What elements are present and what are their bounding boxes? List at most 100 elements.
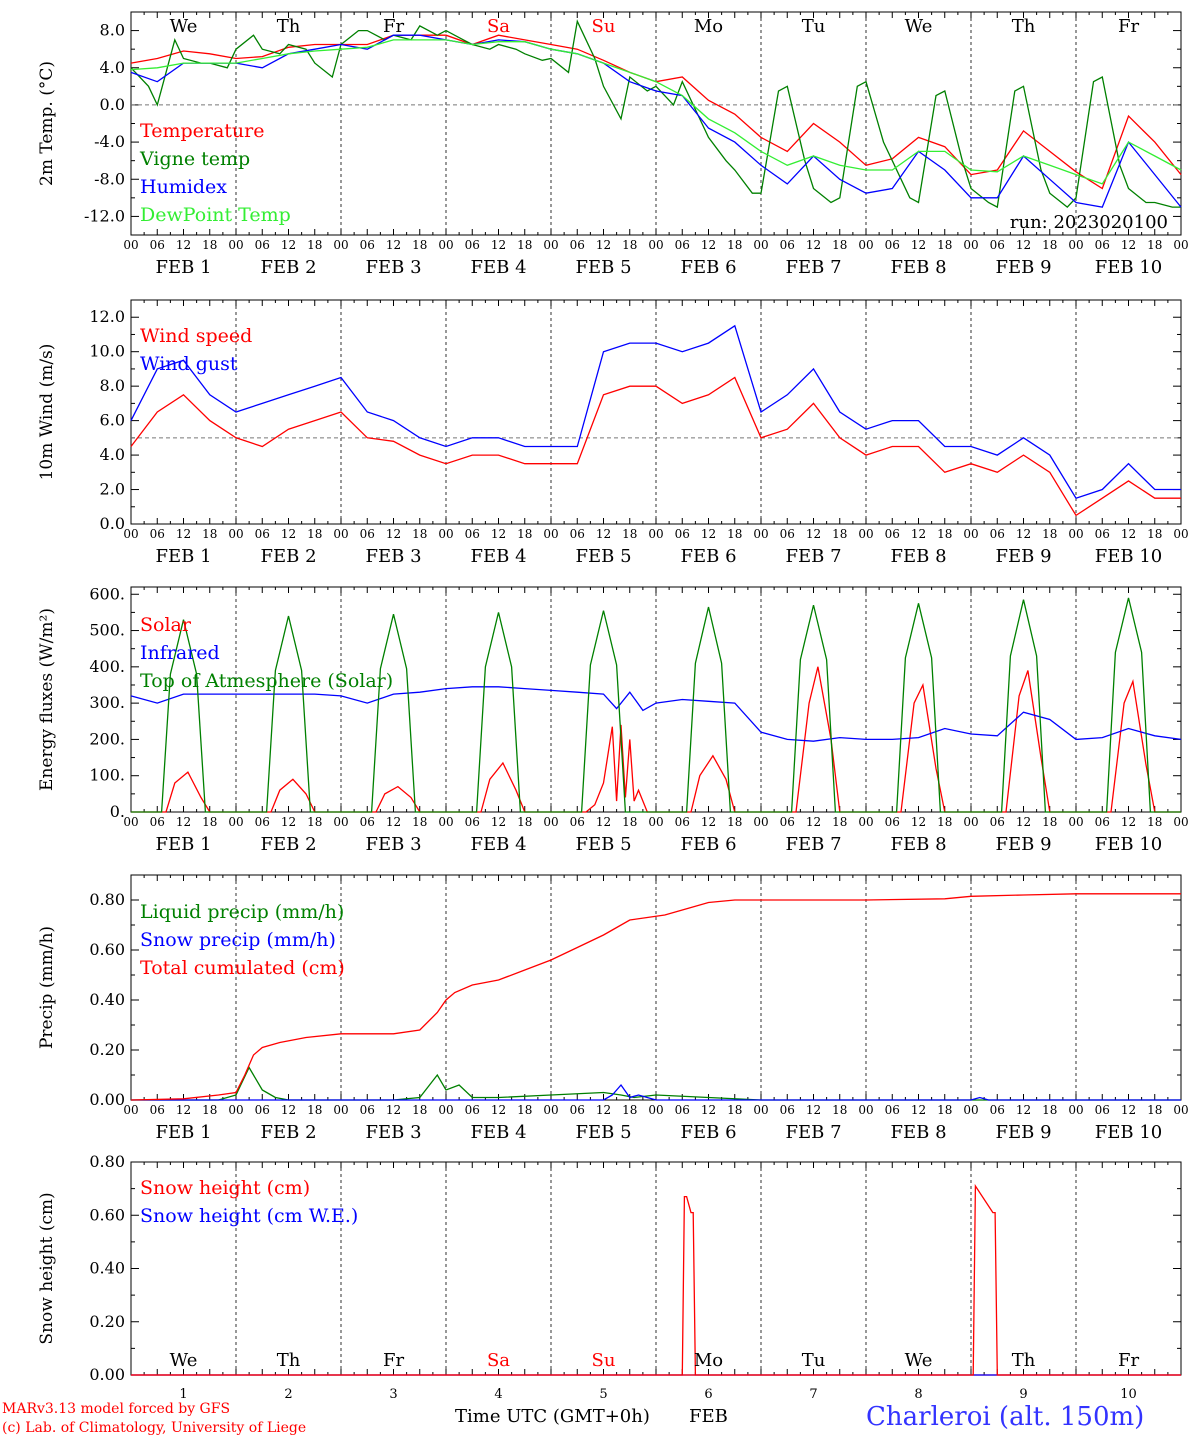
x-hour-label: 00 [543, 527, 558, 541]
y-tick-label: 12.0 [89, 307, 125, 326]
x-hour-label: 00 [333, 238, 348, 252]
day-number-label: 1 [179, 1387, 187, 1402]
x-hour-label: 06 [360, 238, 375, 252]
x-hour-label: 18 [202, 527, 217, 541]
x-hour-label: 06 [465, 1103, 480, 1117]
x-hour-label: 12 [806, 238, 821, 252]
x-hour-label: 06 [885, 815, 900, 829]
series-red [130, 34, 1182, 190]
x-hour-label: 00 [963, 815, 978, 829]
x-hour-label: 00 [753, 238, 768, 252]
weekday-label: Mo [694, 16, 723, 37]
x-hour-label: 00 [963, 238, 978, 252]
x-hour-label: 00 [1173, 238, 1188, 252]
x-hour-label: 12 [701, 815, 716, 829]
x-hour-label: 12 [281, 1103, 296, 1117]
x-hour-label: 00 [333, 527, 348, 541]
day-number-label: 9 [1019, 1387, 1027, 1402]
x-hour-label: 18 [307, 238, 322, 252]
series-red [130, 893, 1181, 1101]
x-hour-label: 06 [360, 527, 375, 541]
x-hour-label: 00 [333, 815, 348, 829]
weekday-label: Th [1012, 16, 1036, 37]
x-hour-label: 00 [753, 527, 768, 541]
x-hour-label: 12 [1121, 238, 1136, 252]
x-hour-label: 00 [858, 238, 873, 252]
weekday-label: Fr [1118, 1350, 1139, 1371]
x-hour-label: 00 [123, 1103, 138, 1117]
day-number-label: 7 [809, 1387, 817, 1402]
x-hour-label: 06 [465, 815, 480, 829]
x-hour-label: 18 [832, 1103, 847, 1117]
x-hour-label: 18 [307, 527, 322, 541]
x-date-label: FEB 10 [1095, 834, 1162, 855]
y-tick-label: 0.80 [89, 1152, 125, 1171]
series-lightgreen [130, 39, 1182, 185]
y-tick-label: 4.0 [100, 445, 125, 464]
x-hour-label: 00 [753, 815, 768, 829]
x-hour-label: 12 [491, 1103, 506, 1117]
x-hour-label: 12 [176, 238, 191, 252]
x-date-label: FEB 1 [155, 834, 211, 855]
y-tick-label: 4.0 [100, 58, 125, 77]
x-date-label: FEB 8 [890, 834, 946, 855]
panel-1 [130, 11, 1182, 236]
y-tick-label: 0.20 [89, 1040, 125, 1059]
x-hour-label: 06 [675, 815, 690, 829]
x-hour-label: 06 [570, 1103, 585, 1117]
x-hour-label: 00 [438, 815, 453, 829]
x-hour-label: 00 [543, 815, 558, 829]
y-tick-label: 0. [110, 802, 125, 821]
x-hour-label: 12 [491, 238, 506, 252]
day-number-label: 4 [494, 1387, 502, 1402]
x-hour-label: 00 [333, 1103, 348, 1117]
x-hour-label: 12 [281, 238, 296, 252]
x-date-label: FEB 4 [470, 546, 526, 567]
x-hour-label: 12 [701, 527, 716, 541]
weekday-label: Sa [487, 1350, 510, 1371]
y-tick-label: 300. [89, 693, 125, 712]
x-hour-label: 06 [1095, 527, 1110, 541]
x-hour-label: 12 [386, 815, 401, 829]
x-hour-label: 00 [963, 527, 978, 541]
series-blue [131, 1083, 1181, 1101]
x-hour-label: 06 [255, 1103, 270, 1117]
x-hour-label: 06 [570, 238, 585, 252]
weekday-label: Th [277, 1350, 301, 1371]
y-axis-label: 2m Temp. (°C) [37, 61, 57, 186]
y-tick-label: 0.20 [89, 1312, 125, 1331]
y-tick-label: 0.0 [100, 95, 125, 114]
run-label: run: 2023020100 [1010, 212, 1168, 233]
y-tick-label: 0.80 [89, 890, 125, 909]
y-tick-label: -8.0 [94, 169, 125, 188]
series-red [130, 376, 1181, 517]
x-date-label: FEB 3 [365, 1122, 421, 1143]
x-hour-label: 12 [596, 527, 611, 541]
x-hour-label: 12 [701, 1103, 716, 1117]
x-hour-label: 00 [858, 815, 873, 829]
series-green [131, 597, 1181, 813]
legend-entry: Humidex [140, 176, 227, 198]
x-hour-label: 18 [1147, 815, 1162, 829]
x-date-label: FEB 1 [155, 546, 211, 567]
x-hour-label: 06 [465, 238, 480, 252]
x-date-label: FEB 7 [785, 546, 841, 567]
legend-entry: Wind gust [140, 353, 238, 375]
y-tick-label: -4.0 [94, 132, 125, 151]
y-tick-label: 0.00 [89, 1365, 125, 1384]
x-hour-label: 12 [281, 815, 296, 829]
x-hour-label: 12 [176, 1103, 191, 1117]
legend-entry: Vigne temp [139, 148, 250, 170]
weekday-label: Fr [383, 16, 404, 37]
x-hour-label: 00 [858, 527, 873, 541]
x-hour-label: 18 [727, 815, 742, 829]
x-date-label: FEB 9 [995, 834, 1051, 855]
x-hour-label: 12 [1016, 238, 1031, 252]
y-axis-label: Snow height (cm) [37, 1192, 57, 1344]
y-tick-label: 6.0 [100, 411, 125, 430]
x-hour-label: 12 [176, 527, 191, 541]
x-hour-label: 00 [228, 1103, 243, 1117]
panel-5 [130, 1161, 1182, 1376]
x-hour-label: 18 [412, 815, 427, 829]
x-hour-label: 06 [255, 238, 270, 252]
